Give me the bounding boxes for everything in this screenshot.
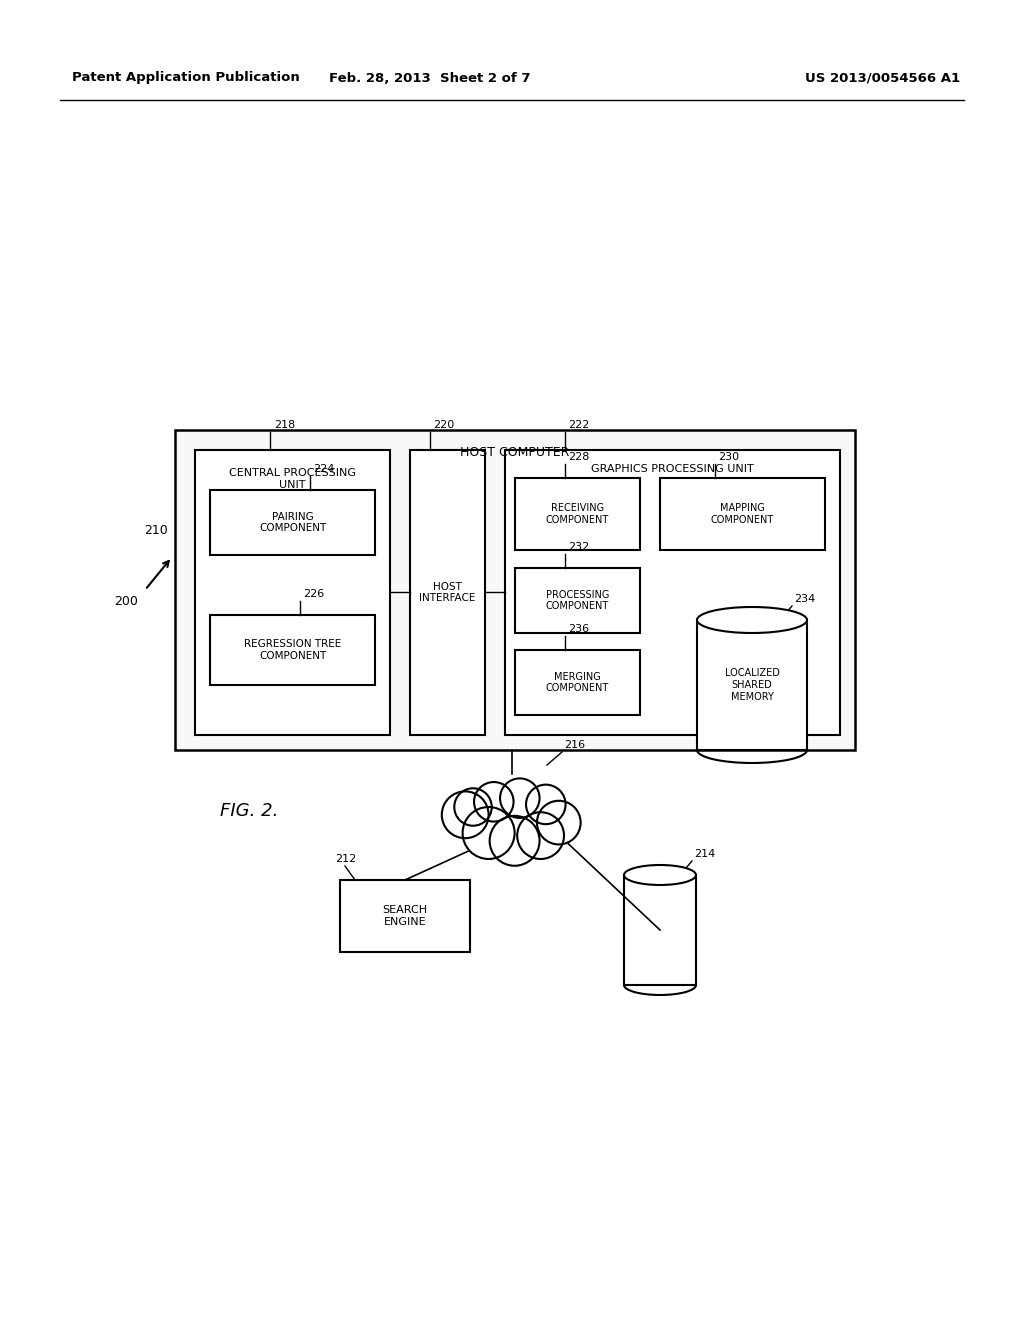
Bar [515, 649, 640, 715]
Text: HOST
INTERFACE: HOST INTERFACE [419, 582, 476, 603]
Text: 226: 226 [303, 589, 325, 599]
Bar [624, 875, 696, 985]
Text: FIG. 2.: FIG. 2. [220, 803, 279, 820]
Ellipse shape [624, 865, 696, 884]
Text: 214: 214 [694, 849, 715, 859]
Circle shape [537, 801, 581, 845]
Text: 232: 232 [568, 543, 589, 552]
Text: LOCALIZED
SHARED
MEMORY: LOCALIZED SHARED MEMORY [725, 668, 779, 702]
Bar [515, 478, 640, 550]
Bar [210, 615, 375, 685]
Text: PROCESSING
COMPONENT: PROCESSING COMPONENT [546, 590, 609, 611]
Text: Feb. 28, 2013  Sheet 2 of 7: Feb. 28, 2013 Sheet 2 of 7 [330, 71, 530, 84]
Bar [195, 450, 390, 735]
Text: US 2013/0054566 A1: US 2013/0054566 A1 [805, 71, 961, 84]
Text: GRAPHICS PROCESSING UNIT: GRAPHICS PROCESSING UNIT [591, 465, 754, 474]
Bar [515, 568, 640, 634]
Circle shape [474, 781, 514, 821]
Circle shape [526, 784, 565, 824]
Text: 218: 218 [274, 420, 295, 430]
Bar [697, 620, 807, 750]
Bar [660, 478, 825, 550]
Text: 200: 200 [114, 595, 138, 609]
Bar [340, 880, 470, 952]
Text: 216: 216 [564, 741, 585, 750]
Circle shape [500, 779, 540, 818]
Text: 210: 210 [144, 524, 168, 536]
Bar [505, 450, 840, 735]
Bar [210, 490, 375, 554]
Bar [410, 450, 485, 735]
Circle shape [517, 812, 564, 859]
Text: 222: 222 [568, 420, 590, 430]
Text: PAIRING
COMPONENT: PAIRING COMPONENT [259, 512, 326, 533]
Text: 220: 220 [433, 420, 455, 430]
Circle shape [441, 792, 488, 838]
Text: SEARCH
ENGINE: SEARCH ENGINE [382, 906, 428, 927]
Text: CENTRAL PROCESSING
UNIT: CENTRAL PROCESSING UNIT [229, 469, 356, 490]
Circle shape [489, 816, 540, 866]
Text: 212: 212 [335, 854, 356, 865]
Text: HOST COMPUTER: HOST COMPUTER [461, 446, 569, 459]
Text: MAPPING
COMPONENT: MAPPING COMPONENT [711, 503, 774, 525]
Bar [175, 430, 855, 750]
Text: 236: 236 [568, 624, 589, 634]
Circle shape [463, 807, 515, 859]
Text: RECEIVING
COMPONENT: RECEIVING COMPONENT [546, 503, 609, 525]
Ellipse shape [697, 607, 807, 634]
Circle shape [455, 788, 492, 826]
Text: 228: 228 [568, 451, 590, 462]
Text: Patent Application Publication: Patent Application Publication [72, 71, 300, 84]
Text: 224: 224 [313, 465, 335, 474]
Text: MERGING
COMPONENT: MERGING COMPONENT [546, 672, 609, 693]
Text: REGRESSION TREE
COMPONENT: REGRESSION TREE COMPONENT [244, 639, 341, 661]
Text: 234: 234 [794, 594, 815, 605]
Text: 230: 230 [718, 451, 739, 462]
